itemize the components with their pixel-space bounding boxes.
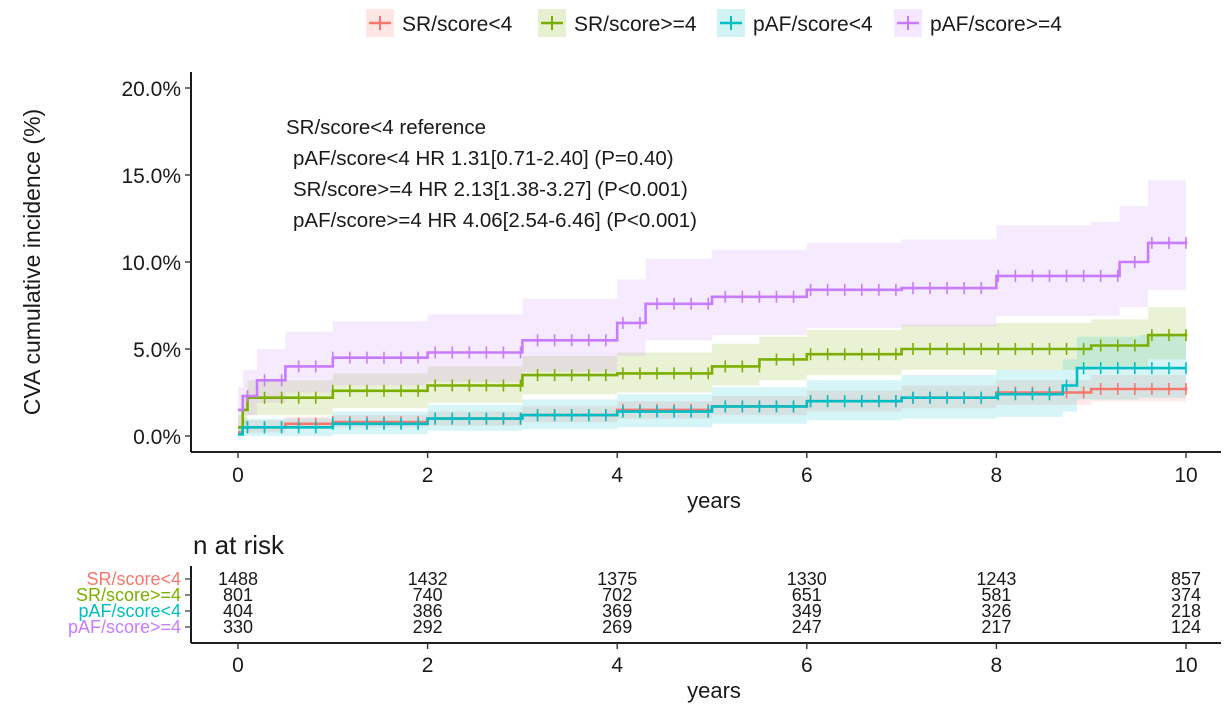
incidence-curves [238, 236, 1188, 436]
risk-value: 1432 [408, 569, 448, 589]
risk-table-title: n at risk [193, 530, 285, 560]
risk-value: 857 [1171, 569, 1201, 589]
axes: 0.0% 5.0% 10.0% 15.0% 20.0% 0 2 4 6 8 10 [121, 72, 1221, 487]
risk-value: 386 [413, 601, 443, 621]
risk-value: 292 [413, 617, 443, 637]
hr-annotations: SR/score<4 reference pAF/score<4 HR 1.31[… [286, 116, 697, 232]
annotation-line: SR/score>=4 HR 2.13[1.38-3.27] (P<0.001) [293, 178, 688, 201]
legend-item-sr-score-ge-4: SR/score>=4 [538, 9, 697, 37]
risk-value: 1330 [787, 569, 827, 589]
risk-value: 369 [602, 601, 632, 621]
risk-value: 651 [792, 585, 822, 605]
annotation-line: pAF/score<4 HR 1.31[0.71-2.40] (P=0.40) [293, 147, 674, 170]
risk-x-axis-label: years [687, 678, 741, 703]
ci-band-sr-score-lt-4 [238, 373, 1186, 436]
series-sr-score-ge-4 [238, 329, 1188, 429]
series-paf-score-lt-4 [238, 362, 1187, 436]
risk-value: 374 [1171, 585, 1201, 605]
x-tick-label: 0 [232, 464, 244, 487]
risk-row-label: SR/score>=4 [76, 585, 181, 605]
risk-value: 1243 [976, 569, 1016, 589]
legend-label: pAF/score<4 [753, 13, 873, 36]
risk-x-tick-label: 0 [232, 654, 244, 677]
y-axis-label: CVA cumulative incidence (%) [19, 109, 45, 415]
risk-value: 330 [223, 617, 253, 637]
risk-x-tick-label: 10 [1174, 654, 1197, 677]
risk-value: 801 [223, 585, 253, 605]
curve-paf-score-ge-4 [238, 241, 1188, 412]
risk-value: 404 [223, 601, 253, 621]
annotation-line: pAF/score>=4 HR 4.06[2.54-6.46] (P<0.001… [293, 209, 697, 232]
annotation-line: SR/score<4 reference [286, 116, 486, 139]
risk-row-label: pAF/score>=4 [68, 617, 181, 637]
y-tick-label: 0.0% [133, 426, 181, 449]
legend-item-paf-score-ge-4: pAF/score>=4 [894, 9, 1062, 37]
risk-x-tick-label: 6 [801, 654, 813, 677]
y-tick-label: 15.0% [121, 165, 181, 188]
risk-value: 326 [981, 601, 1011, 621]
legend-label: SR/score>=4 [574, 13, 697, 36]
y-tick-label: 10.0% [121, 252, 181, 275]
risk-value: 269 [602, 617, 632, 637]
x-tick-label: 8 [991, 464, 1003, 487]
risk-value: 581 [981, 585, 1011, 605]
risk-row-label: pAF/score<4 [78, 601, 181, 621]
curve-sr-score-lt-4 [238, 387, 1188, 434]
x-tick-label: 2 [422, 464, 434, 487]
risk-value: 124 [1171, 617, 1201, 637]
risk-row-label: SR/score<4 [86, 569, 181, 589]
y-tick-label: 5.0% [133, 339, 181, 362]
risk-value: 218 [1171, 601, 1201, 621]
x-tick-label: 6 [801, 464, 813, 487]
risk-x-tick-label: 4 [611, 654, 623, 677]
plot-panel: 0.0% 5.0% 10.0% 15.0% 20.0% 0 2 4 6 8 10 SR/score<… [121, 72, 1221, 487]
x-axis-label: years [687, 488, 741, 513]
risk-table: n at risk SR/score<4 1488 1432 1375 1330 1243… [68, 530, 1221, 677]
risk-value: 1488 [218, 569, 258, 589]
legend-label: pAF/score>=4 [930, 13, 1062, 36]
legend: SR/score<4 SR/score>=4 pAF/score<4 pAF/scor… [366, 9, 1062, 37]
series-paf-score-ge-4 [238, 236, 1188, 412]
risk-value: 217 [981, 617, 1011, 637]
risk-value: 247 [792, 617, 822, 637]
legend-label: SR/score<4 [402, 13, 513, 36]
risk-x-tick-label: 8 [991, 654, 1003, 677]
risk-value: 349 [792, 601, 822, 621]
legend-item-sr-score-lt-4: SR/score<4 [366, 9, 513, 37]
legend-item-paf-score-lt-4: pAF/score<4 [717, 9, 873, 37]
risk-value: 1375 [597, 569, 637, 589]
risk-value: 702 [602, 585, 632, 605]
ci-band-paf-score-lt-4 [238, 335, 1186, 436]
risk-value: 740 [413, 585, 443, 605]
curve-sr-score-ge-4 [238, 333, 1188, 429]
risk-x-tick-label: 2 [422, 654, 434, 677]
x-tick-label: 4 [611, 464, 623, 487]
x-tick-label: 10 [1174, 464, 1197, 487]
y-tick-label: 20.0% [121, 78, 181, 101]
